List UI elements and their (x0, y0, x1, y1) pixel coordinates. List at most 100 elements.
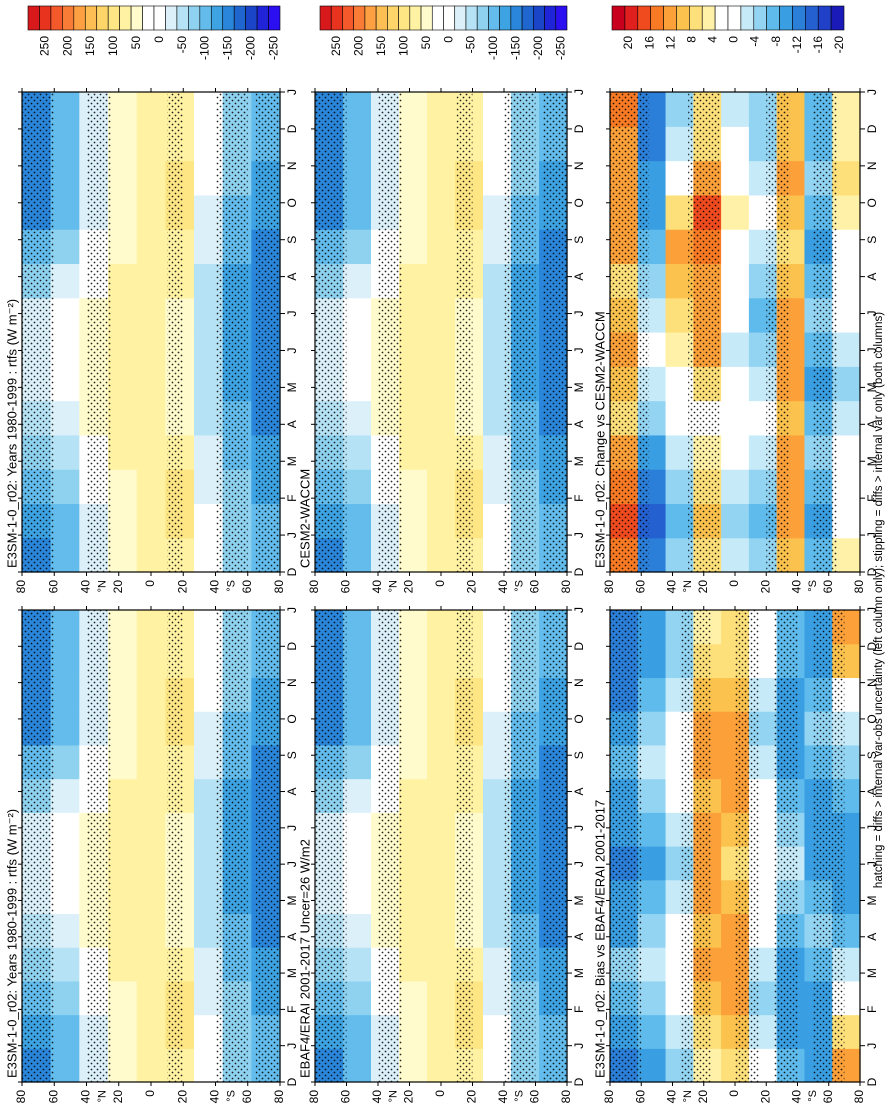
month-label: D (285, 567, 299, 576)
heatmap-cell (637, 778, 667, 813)
lat-label: 80 (852, 580, 866, 594)
heatmap-cell (343, 879, 372, 915)
lat-label: 40 (496, 580, 510, 594)
stippling-band (504, 610, 536, 1082)
heatmap-cell (50, 778, 80, 813)
heatmap-cell (427, 980, 456, 1016)
colorbar-label: -8 (769, 36, 783, 47)
stippling-band (315, 92, 347, 572)
colorbar-swatch (364, 5, 377, 31)
month-label: J (285, 347, 299, 353)
heatmap-cell (108, 332, 138, 367)
heatmap-cell (50, 879, 80, 915)
heatmap-cell (832, 400, 861, 436)
heatmap-cell (427, 332, 456, 367)
heatmap-cell (399, 711, 428, 746)
lat-label: 80 (602, 1090, 616, 1104)
colorbar-label: 100 (106, 36, 120, 56)
heatmap-cell (50, 947, 80, 982)
heatmap-cell (399, 879, 428, 915)
heatmap-cell (136, 711, 166, 746)
stippling-band (504, 92, 536, 572)
month-label: N (865, 162, 879, 171)
stippling-band (610, 92, 650, 572)
colorbar-swatch (319, 5, 332, 31)
heatmap-cell (832, 194, 861, 230)
heatmap-cell (108, 126, 138, 162)
heatmap-cell (427, 947, 456, 982)
heatmap-cell (136, 537, 166, 573)
heatmap-cell (108, 744, 138, 780)
month-label: F (865, 494, 879, 501)
heatmap-cell (136, 812, 166, 847)
lat-label: 20 (111, 580, 125, 594)
stippling-band (86, 92, 111, 572)
panel-title: E3SM-1-0_r02: Years 1980-1999 : rtfs (W … (4, 809, 19, 1078)
lat-label: 80 (14, 580, 28, 594)
heatmap-cell (832, 126, 861, 162)
heatmap-cell (343, 610, 372, 645)
heatmap-panel: D J F M A M J J A S O N D J 80 60 40 20 0 20 40 60 80 °N °S E3SM-… (592, 88, 879, 593)
lat-label: 40 (79, 1090, 93, 1104)
heatmap-cell (136, 194, 166, 230)
lat-label: 20 (111, 1090, 125, 1104)
hemisphere-label: °N (97, 580, 109, 592)
lat-label: 40 (790, 580, 804, 594)
heatmap-cell (136, 400, 166, 436)
colorbar-swatch (96, 5, 109, 31)
month-label: D (285, 642, 299, 651)
month-label: A (865, 273, 879, 281)
panel-title: E3SM-1-0_r02: Years 1980-1999 : rtfs (W … (4, 299, 19, 568)
month-label: J (572, 347, 586, 353)
heatmap-cell (108, 846, 138, 881)
heatmap-panel: D J F M A M J J A S O N D J 80 60 40 20 0 20 40 60 80 °N °S E3SM-… (4, 88, 299, 593)
month-label: J (285, 532, 299, 538)
heatmap-cell (50, 126, 80, 162)
heatmap-cell (721, 126, 750, 162)
heatmap-cell (343, 400, 372, 436)
heatmap-cell (637, 610, 667, 645)
colorbar-label: -250 (266, 36, 280, 60)
heatmap-cell (108, 947, 138, 982)
colorbar: 250 200 150 100 50 0 -50 -100 -150 -200 -250 (27, 5, 280, 60)
hemisphere-label: °S (226, 580, 238, 592)
month-label: J (572, 607, 586, 613)
heatmap-cell (50, 846, 80, 881)
colorbar-label: 200 (351, 36, 365, 56)
colorbar-swatch (792, 5, 806, 31)
heatmap-cell (399, 229, 428, 265)
colorbar-swatch (454, 5, 467, 31)
heatmap-cell (427, 812, 456, 847)
stippling-band (378, 610, 402, 1082)
month-label: O (572, 198, 586, 207)
month-label: S (865, 236, 879, 244)
colorbar-swatch (431, 5, 444, 31)
heatmap-cell (427, 160, 456, 196)
month-label: J (285, 607, 299, 613)
month-label: J (865, 1043, 879, 1049)
heatmap-cell (50, 503, 80, 539)
heatmap-cell (343, 846, 372, 881)
heatmap-cell (427, 1014, 456, 1049)
heatmap-cell (832, 92, 861, 127)
lat-label: 0 (727, 580, 741, 587)
colorbar-label: 150 (374, 36, 388, 56)
heatmap-cell (637, 913, 667, 948)
heatmap-cell (399, 677, 428, 712)
colorbar-swatch (650, 5, 664, 31)
heatmap-cell (50, 812, 80, 847)
heatmap-cell (108, 263, 138, 299)
heatmap-cell (136, 434, 166, 470)
colorbar-swatch (544, 5, 557, 31)
heatmap-cell (832, 332, 861, 367)
month-label: A (865, 933, 879, 941)
month-label: A (285, 933, 299, 941)
colorbar-swatch (119, 5, 132, 31)
colorbar-swatch (73, 5, 86, 31)
month-label: J (572, 311, 586, 317)
month-label: D (865, 1077, 879, 1086)
colorbar-swatch (199, 5, 212, 31)
lat-label: 80 (307, 580, 321, 594)
heatmap-cell (136, 503, 166, 539)
colorbar-swatch (488, 5, 500, 31)
